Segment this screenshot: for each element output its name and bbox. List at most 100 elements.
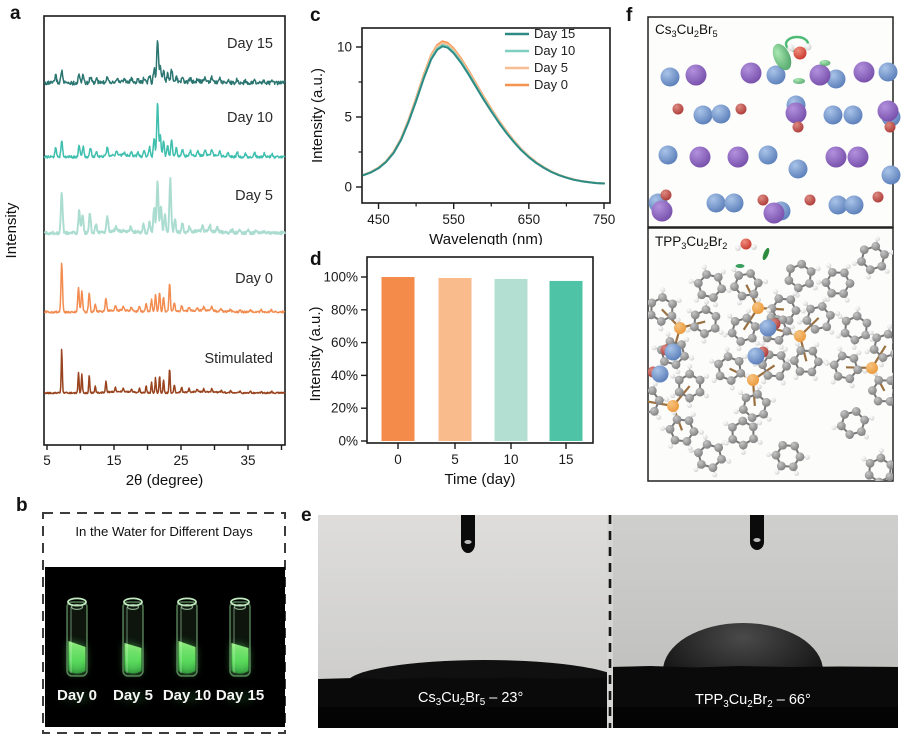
c-atom	[667, 311, 677, 321]
h-atom	[844, 297, 850, 303]
cs-atom	[763, 202, 785, 224]
h-atom	[774, 469, 780, 475]
h-atom	[831, 425, 837, 431]
h-atom	[701, 338, 707, 344]
c-atom	[697, 290, 707, 300]
c-atom	[810, 324, 820, 334]
br-atom	[724, 193, 744, 213]
formula-label: TPP3Cu2Br2	[655, 234, 727, 251]
text-label: Day 5	[113, 687, 153, 704]
c-atom	[700, 329, 709, 338]
h-atom	[766, 416, 772, 422]
h-atom	[780, 380, 786, 386]
h-atom	[712, 472, 718, 478]
reflection	[61, 691, 93, 703]
h-atom	[722, 332, 728, 338]
c-atom	[648, 310, 656, 320]
o-atom	[740, 238, 752, 250]
xrd-stability-chart: 5 15 25 35 2θ (degree) Intensity Day 15 Day 10 D…	[3, 15, 286, 489]
h-atom	[835, 333, 841, 339]
c-atom	[763, 371, 773, 380]
cs-atom	[825, 146, 847, 168]
c-atom	[728, 434, 738, 444]
h-atom	[794, 471, 800, 477]
c-atom	[840, 409, 850, 419]
h-atom	[689, 355, 695, 361]
cu-atom	[735, 103, 747, 115]
c-atom	[892, 388, 893, 394]
c-atom	[776, 351, 786, 360]
bar	[549, 280, 583, 441]
c-atom	[660, 357, 669, 366]
c-atom	[885, 397, 893, 406]
xrd-trace	[43, 262, 286, 314]
c-atom	[880, 250, 889, 259]
c-atom	[813, 357, 823, 367]
h-atom	[892, 372, 893, 377]
cc-bond	[635, 403, 642, 413]
c-atom	[689, 427, 699, 436]
c-atom	[649, 406, 659, 416]
divider-gap	[607, 515, 613, 728]
br-atom	[658, 145, 678, 165]
p-atom	[747, 374, 759, 386]
br-atom	[758, 145, 778, 165]
h-atom	[688, 278, 694, 284]
h-atom	[751, 244, 757, 250]
h-atom	[757, 439, 763, 445]
c-atom	[839, 268, 849, 278]
xrd-trace	[43, 40, 286, 86]
c-atom	[690, 322, 699, 332]
h-atom	[756, 384, 762, 390]
text-label: Time (day)	[444, 471, 515, 488]
isosurface-streak	[762, 247, 770, 261]
c-atom	[850, 335, 860, 345]
dashed-frame	[42, 512, 286, 734]
vial-inner-rim	[233, 603, 247, 610]
bar	[494, 278, 528, 441]
br-atom	[747, 347, 765, 365]
formula-label: TPP3Cu2Br2 – 66°	[695, 692, 811, 710]
c-atom	[746, 269, 755, 278]
h-atom	[670, 373, 676, 379]
h-atom	[773, 289, 779, 295]
reflection	[171, 691, 203, 703]
c-atom	[738, 440, 748, 450]
cs-atom	[651, 200, 673, 222]
c-atom	[885, 472, 893, 481]
h-atom	[766, 452, 772, 458]
br-atom	[828, 195, 848, 215]
h-atom	[824, 360, 830, 366]
h-atom	[864, 434, 870, 440]
h-atom	[815, 266, 821, 272]
c-atom	[715, 371, 725, 381]
panel-label-b: b	[16, 495, 28, 516]
c-atom	[829, 360, 839, 370]
c-atom	[864, 470, 874, 480]
text-label: 650	[518, 212, 541, 227]
c-atom	[674, 387, 684, 397]
c-atom	[726, 376, 736, 385]
text-label: Day 15	[227, 36, 273, 52]
h-atom	[814, 342, 820, 348]
vial-rim	[177, 597, 197, 607]
p-atom	[667, 400, 679, 412]
h-atom	[702, 434, 708, 440]
dosing-needle	[461, 515, 475, 553]
formula-label: Cs3Cu2Br5	[655, 22, 718, 39]
br-atom	[826, 69, 846, 89]
c-atom	[786, 264, 795, 274]
h-atom	[703, 299, 709, 305]
h-atom	[835, 311, 841, 317]
c-atom	[710, 323, 720, 333]
h-atom	[701, 264, 707, 270]
h-atom	[765, 308, 771, 314]
h-atom	[713, 302, 719, 308]
c-atom	[856, 427, 866, 437]
c-atom	[851, 407, 861, 416]
c-atom	[784, 276, 794, 285]
dosing-needle	[750, 515, 764, 550]
cu-atom	[872, 191, 884, 203]
text-label: 10	[503, 452, 518, 467]
h-atom	[660, 287, 666, 293]
